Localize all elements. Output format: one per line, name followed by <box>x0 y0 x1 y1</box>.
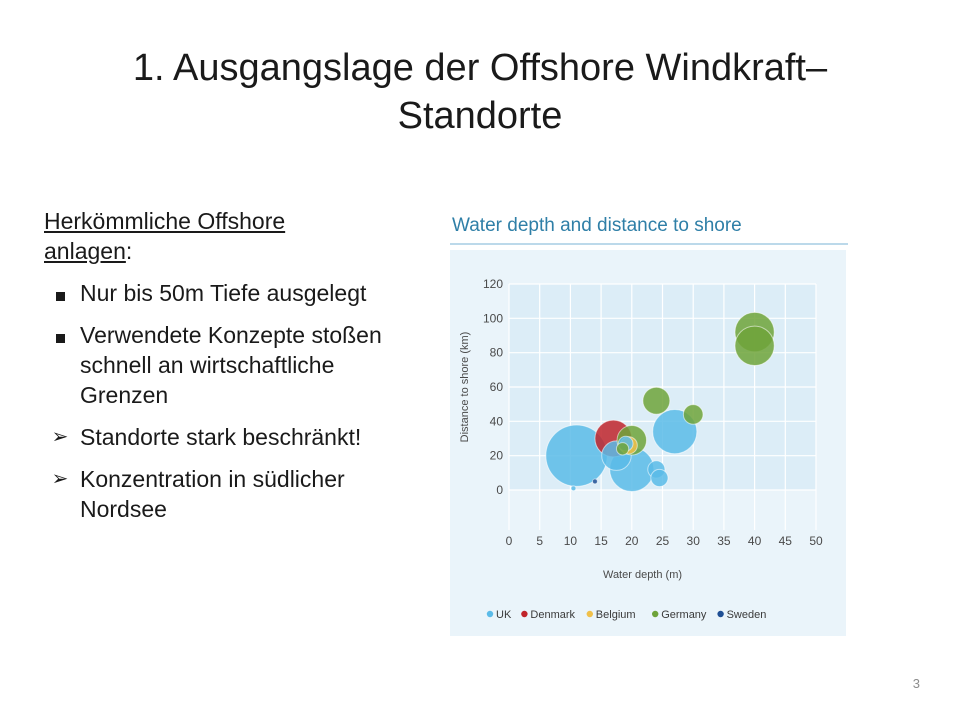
bubble-point <box>650 468 669 488</box>
y-tick-label: 20 <box>490 449 504 463</box>
legend-marker <box>652 610 659 618</box>
y-tick-label: 60 <box>490 380 504 394</box>
bubble-point <box>682 404 704 425</box>
slide-title-line1: 1. Ausgangslage der Offshore Windkraft– <box>132 47 828 89</box>
legend-label: Belgium <box>596 609 636 621</box>
bubble-chart-svg: Water depth and distance to shore 0 5 10 15 2… <box>450 215 848 636</box>
arrow-bullet-icon: ➢ <box>51 468 69 490</box>
y-tick-label: 40 <box>490 414 504 428</box>
bullet-text: Nur bis 50m Tiefe ausgelegt <box>80 280 367 306</box>
x-tick-label: 30 <box>687 534 701 548</box>
bubble-point <box>734 325 775 366</box>
y-axis-label: Distance to shore (km) <box>459 332 471 443</box>
bullet-item: Nur bis 50m Tiefe ausgelegt <box>44 278 384 308</box>
y-tick-label: 120 <box>483 277 503 291</box>
slide-title-line2: Standorte <box>397 95 563 137</box>
legend-marker <box>586 610 593 618</box>
legend-marker <box>486 610 494 618</box>
x-tick-label: 25 <box>656 534 670 548</box>
bubble-point <box>592 478 598 485</box>
square-bullet-icon <box>48 320 72 350</box>
x-tick-label: 0 <box>506 534 513 548</box>
bubble-point <box>642 386 671 415</box>
arrow-bullet-icon: ➢ <box>51 426 69 448</box>
body-heading-part2: anlagen <box>44 238 126 264</box>
legend-label: Germany <box>661 609 707 621</box>
bubble-chart: Water depth and distance to shore 0 5 10 15 2… <box>442 204 848 636</box>
x-tick-label: 10 <box>564 534 578 548</box>
bullet-text: Verwendete Konzepte stoßen schnell an wi… <box>80 322 382 408</box>
legend-marker <box>521 610 528 618</box>
x-tick-label: 50 <box>809 534 823 548</box>
bullet-text: Konzentration in südlicher Nordsee <box>80 466 345 522</box>
body-heading-part1: Herkömmliche Offshore <box>44 208 286 234</box>
body-heading-suffix: : <box>125 238 133 264</box>
slide-number: 3 <box>912 676 920 691</box>
bullet-list: Nur bis 50m Tiefe ausgelegt Verwendete K… <box>44 278 384 524</box>
body-heading: Herkömmliche Offshore anlagen: <box>44 206 384 266</box>
x-axis-label: Water depth (m) <box>603 569 682 581</box>
bullet-text: Standorte stark beschränkt! <box>80 424 362 450</box>
y-tick-label: 80 <box>490 346 504 360</box>
x-tick-label: 5 <box>536 534 543 548</box>
x-tick-label: 45 <box>779 534 793 548</box>
chart-title: Water depth and distance to shore <box>452 215 742 236</box>
legend-label: Sweden <box>727 609 767 621</box>
legend-label: Denmark <box>530 609 575 621</box>
x-tick-label: 40 <box>748 534 762 548</box>
bullet-item: ➢ Konzentration in südlicher Nordsee <box>44 464 384 524</box>
x-tick-label: 35 <box>717 534 731 548</box>
slide-title: 1. Ausgangslage der Offshore Windkraft– … <box>80 44 880 140</box>
y-tick-label: 0 <box>496 483 503 497</box>
x-tick-label: 20 <box>625 534 639 548</box>
square-bullet-icon <box>48 278 72 308</box>
bubble-point <box>615 442 630 456</box>
legend-marker <box>717 610 724 618</box>
bubble-point <box>570 485 577 492</box>
legend-label: UK <box>496 609 512 621</box>
y-tick-label: 100 <box>483 311 503 325</box>
slide-body: Herkömmliche Offshore anlagen: Nur bis 50… <box>44 206 384 536</box>
bullet-item: ➢ Standorte stark beschränkt! <box>44 422 384 452</box>
bullet-item: Verwendete Konzepte stoßen schnell an wi… <box>44 320 384 410</box>
x-tick-label: 15 <box>594 534 608 548</box>
